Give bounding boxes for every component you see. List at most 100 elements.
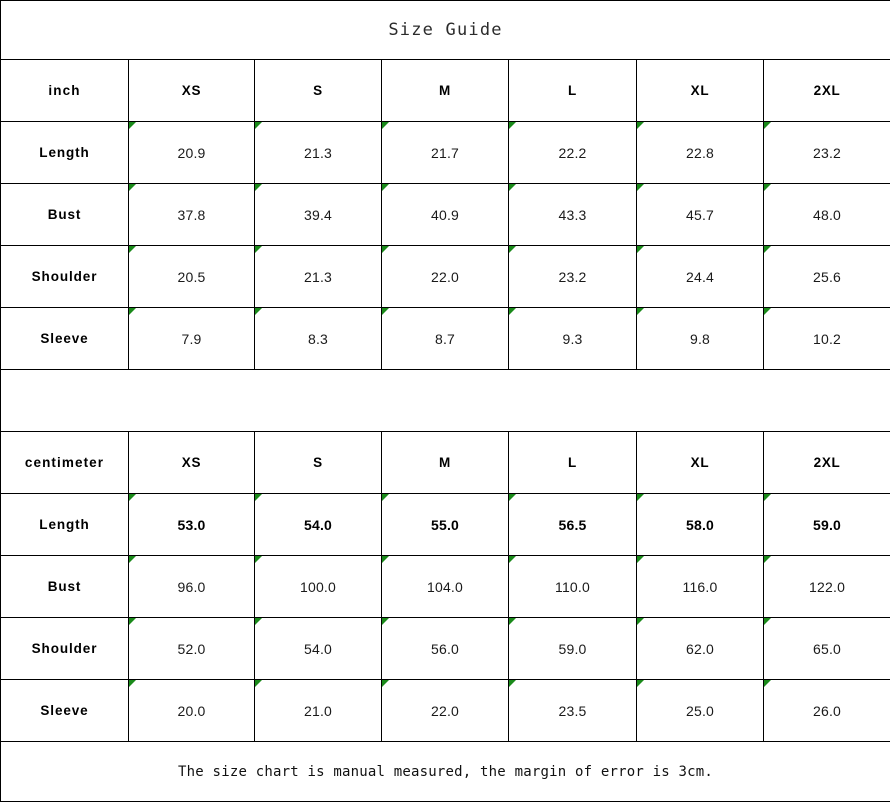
- cm-shoulder-l: 59.0: [509, 618, 637, 680]
- cm-sleeve-m: 22.0: [382, 680, 509, 742]
- table-row: Length 20.9 21.3 21.7 22.2 22.8 23.2: [1, 122, 890, 184]
- cell-value: 62.0: [686, 641, 714, 657]
- text-number-flag-icon: [509, 494, 516, 501]
- text-number-flag-icon: [764, 246, 771, 253]
- cell-value: 59.0: [813, 517, 841, 533]
- text-number-flag-icon: [255, 556, 262, 563]
- cell-value: 56.5: [558, 517, 586, 533]
- cm-sleeve-l: 23.5: [509, 680, 637, 742]
- inch-sleeve-m: 8.7: [382, 308, 509, 370]
- cm-bust-xs: 96.0: [129, 556, 255, 618]
- title-row: Size Guide: [1, 1, 890, 60]
- cell-value: 22.2: [558, 145, 586, 161]
- cm-shoulder-s: 54.0: [255, 618, 382, 680]
- cm-header-xl: XL: [637, 432, 764, 494]
- table-row: Shoulder 52.0 54.0 56.0 59.0 62.0 65.0: [1, 618, 890, 680]
- cm-row-label-shoulder: Shoulder: [1, 618, 129, 680]
- text-number-flag-icon: [637, 680, 644, 687]
- text-number-flag-icon: [509, 246, 516, 253]
- cell-value: 20.0: [177, 703, 205, 719]
- cell-value: 54.0: [304, 517, 332, 533]
- cm-header-row: centimeter XS S M L XL 2XL: [1, 432, 890, 494]
- inch-shoulder-l: 23.2: [509, 246, 637, 308]
- cm-length-s: 54.0: [255, 494, 382, 556]
- table-row: Bust 96.0 100.0 104.0 110.0 116.0 122.0: [1, 556, 890, 618]
- cell-value: 43.3: [558, 207, 586, 223]
- text-number-flag-icon: [255, 184, 262, 191]
- inch-length-xl: 22.8: [637, 122, 764, 184]
- table-row: Bust 37.8 39.4 40.9 43.3 45.7 48.0: [1, 184, 890, 246]
- cell-value: 39.4: [304, 207, 332, 223]
- cm-header-2xl: 2XL: [764, 432, 890, 494]
- cell-value: 122.0: [809, 579, 845, 595]
- cell-value: 22.8: [686, 145, 714, 161]
- text-number-flag-icon: [129, 618, 136, 625]
- cell-value: 23.2: [558, 269, 586, 285]
- text-number-flag-icon: [764, 184, 771, 191]
- cm-header-m: M: [382, 432, 509, 494]
- text-number-flag-icon: [637, 618, 644, 625]
- cell-value: 55.0: [431, 517, 459, 533]
- cell-value: 7.9: [181, 331, 201, 347]
- inch-unit-header: inch: [1, 60, 129, 122]
- text-number-flag-icon: [764, 556, 771, 563]
- cell-value: 59.0: [558, 641, 586, 657]
- text-number-flag-icon: [129, 246, 136, 253]
- inch-sleeve-xs: 7.9: [129, 308, 255, 370]
- cell-value: 40.9: [431, 207, 459, 223]
- cell-value: 22.0: [431, 269, 459, 285]
- inch-shoulder-2xl: 25.6: [764, 246, 890, 308]
- cell-value: 37.8: [177, 207, 205, 223]
- cm-length-2xl: 59.0: [764, 494, 890, 556]
- inch-length-xs: 20.9: [129, 122, 255, 184]
- inch-length-l: 22.2: [509, 122, 637, 184]
- cm-sleeve-2xl: 26.0: [764, 680, 890, 742]
- inch-header-xl: XL: [637, 60, 764, 122]
- text-number-flag-icon: [255, 308, 262, 315]
- cell-value: 20.9: [177, 145, 205, 161]
- cm-row-label-bust: Bust: [1, 556, 129, 618]
- inch-row-label-length: Length: [1, 122, 129, 184]
- cell-value: 58.0: [686, 517, 714, 533]
- cell-value: 96.0: [177, 579, 205, 595]
- inch-bust-2xl: 48.0: [764, 184, 890, 246]
- table-separator-row: [1, 370, 890, 432]
- inch-shoulder-xs: 20.5: [129, 246, 255, 308]
- cm-unit-header: centimeter: [1, 432, 129, 494]
- text-number-flag-icon: [764, 680, 771, 687]
- inch-row-label-shoulder: Shoulder: [1, 246, 129, 308]
- cell-value: 23.5: [558, 703, 586, 719]
- cm-header-xs: XS: [129, 432, 255, 494]
- cm-shoulder-xl: 62.0: [637, 618, 764, 680]
- text-number-flag-icon: [255, 246, 262, 253]
- cell-value: 8.7: [435, 331, 455, 347]
- cell-value: 45.7: [686, 207, 714, 223]
- text-number-flag-icon: [509, 556, 516, 563]
- inch-shoulder-m: 22.0: [382, 246, 509, 308]
- text-number-flag-icon: [637, 184, 644, 191]
- cm-length-l: 56.5: [509, 494, 637, 556]
- text-number-flag-icon: [509, 308, 516, 315]
- cm-shoulder-xs: 52.0: [129, 618, 255, 680]
- cm-length-xs: 53.0: [129, 494, 255, 556]
- cm-header-l: L: [509, 432, 637, 494]
- cell-value: 56.0: [431, 641, 459, 657]
- cell-value: 54.0: [304, 641, 332, 657]
- page-title: Size Guide: [1, 1, 890, 60]
- text-number-flag-icon: [129, 556, 136, 563]
- text-number-flag-icon: [382, 556, 389, 563]
- text-number-flag-icon: [637, 556, 644, 563]
- cell-value: 110.0: [555, 579, 590, 595]
- text-number-flag-icon: [129, 308, 136, 315]
- inch-length-m: 21.7: [382, 122, 509, 184]
- measurement-disclaimer: The size chart is manual measured, the m…: [1, 742, 890, 802]
- text-number-flag-icon: [637, 494, 644, 501]
- cell-value: 21.3: [304, 269, 332, 285]
- cell-value: 9.3: [562, 331, 582, 347]
- cell-value: 52.0: [177, 641, 205, 657]
- inch-bust-xs: 37.8: [129, 184, 255, 246]
- inch-bust-xl: 45.7: [637, 184, 764, 246]
- cell-value: 8.3: [308, 331, 328, 347]
